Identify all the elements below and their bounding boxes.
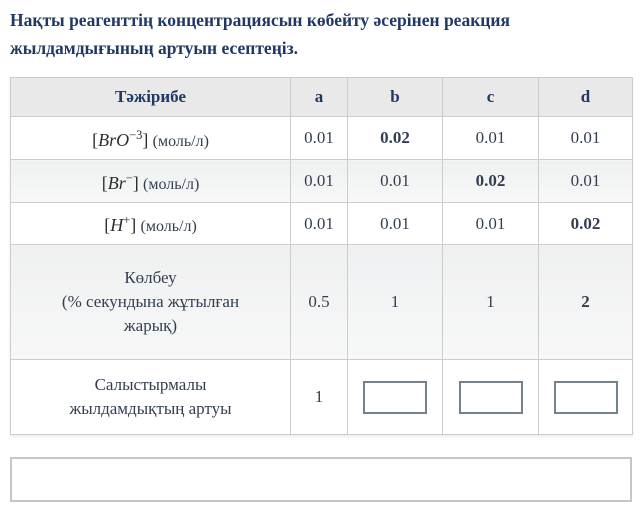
cell-rate-a: 1 (290, 359, 348, 435)
table-row-slope: Көлбеу (% секундына жұтылған жарық) 0.5 … (10, 244, 633, 360)
cell-slope-d: 2 (538, 244, 633, 360)
formula-bro3: BrO (98, 129, 130, 150)
value-br-d: 0.01 (570, 171, 601, 190)
value-bro3-b: 0.02 (380, 128, 410, 147)
cell-h-b: 0.01 (347, 202, 443, 245)
relative-rate-input-b[interactable] (363, 380, 427, 414)
row-label-br: [Br−] (моль/л) (10, 159, 291, 203)
value-bro3-d: 0.01 (570, 128, 601, 147)
quiz-page: Нақты реагенттің концентрациясын көбейту… (10, 10, 633, 502)
value-bro3-c: 0.01 (475, 128, 506, 147)
answer-text-input[interactable] (10, 457, 632, 502)
table-row-bro3: [BrO−3] (моль/л) 0.01 0.02 0.01 0.01 (10, 116, 633, 160)
value-h-c: 0.01 (475, 213, 506, 233)
cell-bro3-b: 0.02 (347, 116, 443, 160)
bracket-open: [ (101, 172, 108, 193)
value-h-b: 0.01 (380, 213, 410, 233)
value-br-b: 0.01 (380, 171, 410, 190)
cell-h-a: 0.01 (290, 202, 348, 245)
bracket-open: [ (92, 129, 99, 150)
value-h-d: 0.02 (570, 213, 601, 233)
header-col-d: d (538, 77, 633, 117)
cell-rate-c (442, 359, 539, 435)
unit-label: (моль/л) (140, 218, 197, 235)
value-slope-b: 1 (390, 292, 400, 311)
cell-br-d: 0.01 (538, 159, 633, 203)
table-header-row: Тәжірибе a b c d (10, 77, 633, 117)
cell-br-b: 0.01 (347, 159, 443, 203)
header-col-b: b (347, 77, 443, 117)
value-slope-c: 1 (486, 292, 495, 311)
table-row-br: [Br−] (моль/л) 0.01 0.01 0.02 0.01 (10, 159, 633, 203)
cell-slope-b: 1 (347, 244, 443, 360)
cell-br-a: 0.01 (290, 159, 348, 203)
value-br-a: 0.01 (304, 171, 334, 190)
unit-label: (моль/л) (152, 132, 209, 150)
value-br-c: 0.02 (475, 171, 506, 190)
row-label-bro3: [BrO−3] (моль/л) (10, 116, 291, 160)
table-row-relative-rate: Салыстырмалы жылдамдықтың артуы 1 (10, 359, 633, 435)
formula-br: Br (107, 172, 126, 193)
cell-h-d: 0.02 (538, 202, 633, 245)
cell-rate-b (347, 359, 443, 435)
value-slope-d: 2 (581, 292, 590, 311)
formula-bro3-sup: −3 (129, 127, 143, 142)
question-title: Нақты реагенттің концентрациясын көбейту… (10, 10, 510, 58)
value-h-a: 0.01 (304, 213, 334, 233)
row-label-relative-rate: Салыстырмалы жылдамдықтың артуы (10, 359, 291, 435)
header-col-c: c (442, 77, 539, 117)
relative-rate-input-d[interactable] (553, 380, 618, 414)
cell-h-c: 0.01 (442, 202, 539, 245)
cell-bro3-c: 0.01 (442, 116, 539, 160)
value-bro3-a: 0.01 (304, 128, 334, 147)
cell-br-c: 0.02 (442, 159, 539, 203)
relative-rate-input-c[interactable] (458, 380, 523, 414)
row-label-slope: Көлбеу (% секундына жұтылған жарық) (10, 244, 291, 360)
cell-bro3-d: 0.01 (538, 116, 633, 160)
unit-label: (моль/л) (143, 175, 200, 193)
value-rate-a: 1 (314, 387, 324, 406)
bracket-close: ] (132, 172, 139, 193)
table-row-h: [H+] (моль/л) 0.01 0.01 0.01 0.02 (10, 202, 633, 245)
cell-slope-c: 1 (442, 244, 539, 360)
bracket-close: ] (130, 215, 137, 235)
experiment-table: Тәжірибе a b c d [BrO−3] (моль/л) 0.01 0… (10, 77, 633, 435)
header-experiment: Тәжірибе (10, 77, 291, 117)
formula-h: H (110, 215, 124, 235)
formula-br-sup: − (125, 170, 133, 185)
bracket-open: [ (104, 215, 111, 235)
row-label-h: [H+] (моль/л) (10, 202, 291, 245)
cell-bro3-a: 0.01 (290, 116, 348, 160)
cell-rate-d (538, 359, 633, 435)
cell-slope-a: 0.5 (290, 244, 348, 360)
formula-h-sup: + (123, 213, 131, 227)
bracket-close: ] (142, 129, 149, 150)
header-col-a: a (290, 77, 348, 117)
value-slope-a: 0.5 (308, 292, 330, 311)
